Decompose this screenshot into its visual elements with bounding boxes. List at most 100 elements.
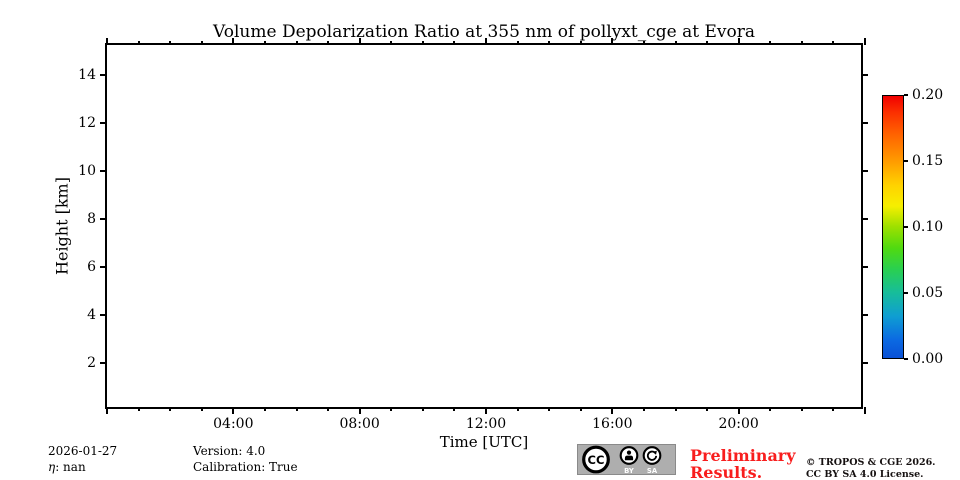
by-person-icon bbox=[619, 446, 639, 465]
y-major-tick bbox=[100, 122, 107, 124]
colorbar-tick-label: 0.20 bbox=[912, 87, 944, 103]
x-tick-label: 16:00 bbox=[592, 416, 633, 432]
calibration-annotation: Calibration: True bbox=[193, 460, 298, 474]
colorbar-tick bbox=[904, 292, 908, 294]
x-minor-tick-top bbox=[579, 41, 582, 45]
y-major-tick-right bbox=[861, 122, 868, 124]
x-minor-tick bbox=[516, 407, 519, 411]
eta-annotation: η: nan bbox=[48, 460, 86, 475]
sa-label: SA bbox=[647, 467, 658, 475]
cc-by-sa-badge: CC BY SA bbox=[577, 444, 676, 475]
colorbar-tick bbox=[904, 160, 908, 162]
colorbar-tick-label: 0.10 bbox=[912, 219, 944, 235]
x-minor-tick bbox=[800, 407, 803, 411]
by-label: BY bbox=[624, 467, 634, 475]
x-major-tick bbox=[485, 407, 487, 414]
y-tick-label: 6 bbox=[87, 259, 96, 275]
x-major-tick bbox=[106, 407, 108, 414]
x-major-tick-top bbox=[232, 38, 235, 45]
x-tick-label: 12:00 bbox=[465, 416, 507, 432]
y-tick-label: 12 bbox=[78, 115, 96, 131]
x-major-tick-top bbox=[737, 38, 740, 45]
copyright-note: © TROPOS & CGE 2026. CC BY SA 4.0 Licens… bbox=[806, 457, 936, 480]
x-minor-tick bbox=[137, 407, 140, 411]
colorbar-tick bbox=[904, 358, 908, 360]
x-minor-tick-top bbox=[548, 41, 551, 45]
x-minor-tick bbox=[548, 407, 551, 411]
x-minor-tick-top bbox=[832, 41, 835, 45]
colorbar-tick bbox=[904, 226, 908, 228]
x-tick-label: 04:00 bbox=[213, 416, 254, 432]
x-major-tick-top bbox=[358, 38, 361, 45]
eta-symbol: η bbox=[48, 460, 56, 474]
date-annotation: 2026-01-27 bbox=[48, 444, 118, 458]
y-major-tick bbox=[100, 266, 107, 268]
x-major-tick bbox=[864, 407, 866, 414]
y-major-tick-right bbox=[861, 266, 868, 268]
colorbar-tick-label: 0.05 bbox=[912, 285, 944, 301]
x-minor-tick-top bbox=[453, 41, 456, 45]
x-tick-label: 08:00 bbox=[339, 416, 380, 432]
y-major-tick bbox=[100, 362, 107, 364]
x-tick-label: 20:00 bbox=[718, 416, 759, 432]
x-minor-tick bbox=[200, 407, 203, 411]
x-minor-tick bbox=[706, 407, 709, 411]
x-major-tick bbox=[232, 407, 235, 414]
plot-title: Volume Depolarization Ratio at 355 nm of… bbox=[213, 22, 755, 42]
x-minor-tick-top bbox=[263, 41, 266, 45]
x-minor-tick bbox=[579, 407, 582, 411]
x-minor-tick-top bbox=[642, 41, 645, 45]
y-major-tick-right bbox=[861, 314, 868, 316]
y-tick-label: 10 bbox=[78, 163, 96, 179]
x-minor-tick-top bbox=[137, 41, 140, 45]
y-axis-label: Height [km] bbox=[52, 177, 72, 275]
colorbar-tick-label: 0.15 bbox=[912, 153, 944, 169]
colorbar-tick-label: 0.00 bbox=[912, 351, 944, 367]
x-major-tick-top bbox=[106, 38, 108, 45]
x-minor-tick bbox=[453, 407, 456, 411]
x-major-tick bbox=[611, 407, 614, 414]
x-major-tick-top bbox=[485, 38, 487, 45]
plot-area: Volume Depolarization Ratio at 355 nm of… bbox=[78, 22, 868, 451]
sa-share-alike-icon bbox=[642, 446, 662, 465]
x-minor-tick bbox=[263, 407, 266, 411]
x-minor-tick-top bbox=[800, 41, 803, 45]
preliminary-results-note: Preliminary Results. bbox=[690, 446, 796, 480]
copyright-line1: © TROPOS & CGE 2026. bbox=[806, 457, 936, 468]
y-tick-label: 8 bbox=[87, 211, 96, 227]
x-minor-tick-top bbox=[295, 41, 298, 45]
x-minor-tick-top bbox=[327, 41, 330, 45]
x-minor-tick-top bbox=[421, 41, 424, 45]
y-major-tick-right bbox=[861, 170, 868, 172]
x-minor-tick bbox=[295, 407, 298, 411]
x-minor-tick-top bbox=[169, 41, 172, 45]
y-tick-label: 14 bbox=[78, 67, 96, 83]
x-minor-tick bbox=[390, 407, 393, 411]
x-minor-tick-top bbox=[200, 41, 203, 45]
x-major-tick bbox=[358, 407, 361, 414]
y-tick-label: 2 bbox=[87, 355, 96, 371]
x-minor-tick bbox=[421, 407, 424, 411]
copyright-line2: CC BY SA 4.0 License. bbox=[806, 469, 924, 480]
colorbar bbox=[882, 95, 904, 359]
x-major-tick-top bbox=[864, 38, 866, 45]
x-axis-label: Time [UTC] bbox=[439, 433, 529, 451]
x-minor-tick-top bbox=[769, 41, 772, 45]
y-tick-label: 4 bbox=[87, 307, 96, 323]
cc-logo-text: CC bbox=[588, 453, 605, 467]
y-major-tick bbox=[100, 218, 107, 220]
x-minor-tick bbox=[169, 407, 172, 411]
eta-value: : nan bbox=[55, 460, 86, 474]
x-major-tick bbox=[737, 407, 740, 414]
colorbar-wrap: 0.20 0.15 0.10 0.05 0.00 bbox=[882, 87, 943, 367]
y-major-tick-right bbox=[861, 362, 868, 364]
colorbar-tick bbox=[904, 94, 908, 96]
y-major-tick-right bbox=[861, 218, 868, 220]
x-minor-tick bbox=[832, 407, 835, 411]
x-minor-tick bbox=[674, 407, 677, 411]
y-major-tick bbox=[100, 74, 107, 76]
x-minor-tick bbox=[327, 407, 330, 411]
cc-logo-icon: CC bbox=[582, 445, 610, 474]
x-minor-tick-top bbox=[674, 41, 677, 45]
